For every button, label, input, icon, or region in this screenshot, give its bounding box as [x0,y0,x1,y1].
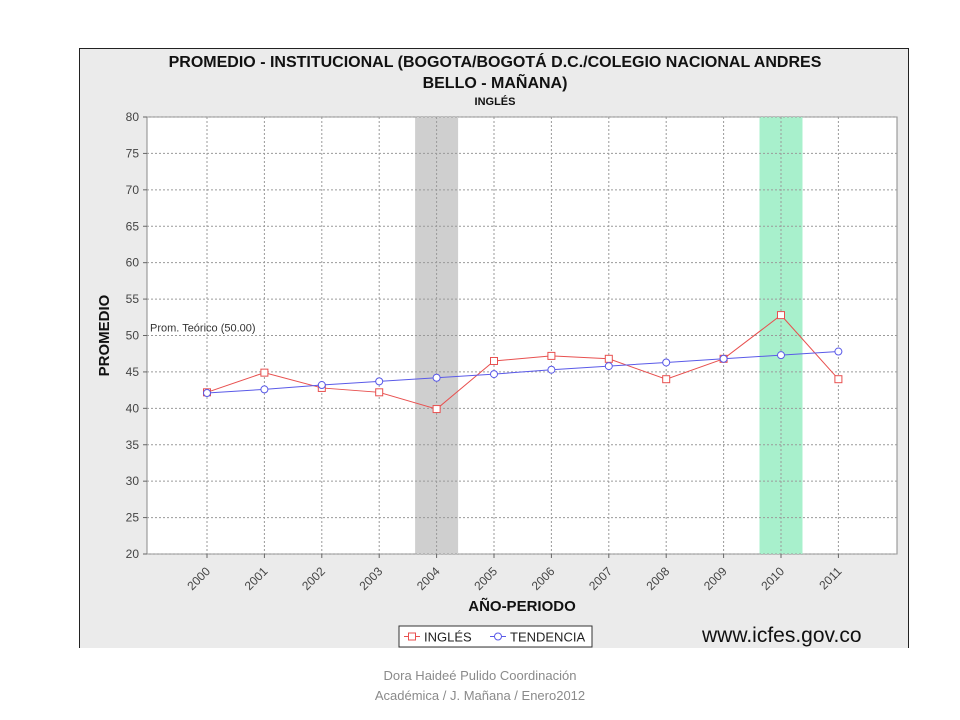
y-tick-label: 40 [126,401,140,415]
legend-marker-tendencia [494,632,502,641]
x-tick-label: 2011 [816,564,844,592]
chart-svg: PROMEDIO - INSTITUCIONAL (BOGOTA/BOGOTÁ … [96,52,898,648]
data-point-tendencia [719,354,728,363]
y-tick-label: 25 [126,511,140,525]
x-tick-label: 2006 [529,564,558,593]
data-point-tendencia [547,365,556,374]
data-point-tendencia [317,381,326,390]
data-point-ingles [834,375,843,384]
footer-line-1: Dora Haideé Pulido Coordinación [383,668,577,683]
series-line-1 [206,351,839,394]
data-point-tendencia [375,377,384,386]
data-point-tendencia [777,351,785,360]
x-tick-label: 2008 [644,564,673,593]
data-point-tendencia [260,385,269,394]
x-tick-label: 2003 [357,564,386,593]
y-tick-label: 45 [126,365,140,379]
y-tick-label: 35 [126,438,140,452]
y-tick-label: 20 [126,547,140,561]
x-tick-label: 2001 [242,564,271,593]
legend-marker-ingles [408,632,416,641]
y-tick-label: 60 [126,256,140,270]
y-axis-label: PROMEDIO [96,294,113,376]
y-tick-label: 80 [126,110,140,124]
x-tick-label: 2007 [586,564,615,593]
data-point-tendencia [834,347,843,356]
x-axis-label: AÑO-PERIODO [468,597,576,615]
chart-title-line-1: PROMEDIO - INSTITUCIONAL (BOGOTA/BOGOTÁ … [169,52,822,71]
y-tick-label: 55 [126,292,140,306]
legend-label: TENDENCIA [510,630,585,645]
source-url: www.icfes.gov.co [702,624,862,647]
y-tick-label: 50 [126,329,140,343]
data-point-ingles [375,388,384,397]
x-tick-label: 2010 [758,564,787,593]
data-point-tendencia [203,389,211,398]
chart-title-line-2: BELLO - MAÑANA) [423,72,568,92]
x-tick-label: 2004 [414,564,443,593]
y-tick-label: 75 [126,146,140,160]
y-tick-label: 70 [126,183,140,197]
x-tick-label: 2002 [299,564,328,593]
data-point-tendencia [490,370,498,379]
data-point-ingles [662,375,671,384]
y-tick-label: 65 [126,219,140,233]
chart-frame: PROMEDIO - INSTITUCIONAL (BOGOTA/BOGOTÁ … [79,48,909,648]
x-tick-label: 2005 [471,564,500,593]
data-point-ingles [777,311,785,320]
data-point-tendencia [432,373,441,382]
data-point-ingles [604,354,613,363]
footer-line-2: Académica / J. Mañana / Enero2012 [374,688,586,703]
x-tick-label: 2009 [701,564,730,593]
y-tick-label: 30 [126,474,140,488]
chart-subtitle: INGLÉS [475,95,516,108]
data-point-ingles [260,368,269,377]
data-point-ingles [547,351,556,360]
x-tick-label: 2000 [184,564,213,593]
data-point-ingles [490,356,498,365]
data-point-tendencia [604,362,613,371]
data-point-ingles [432,405,441,414]
footer-credit: Dora Haideé Pulido Coordinación Académic… [300,666,660,706]
data-point-tendencia [662,358,671,367]
legend-label: INGLÉS [424,630,472,645]
reference-line-label: Prom. Teórico (50.00) [150,323,256,335]
